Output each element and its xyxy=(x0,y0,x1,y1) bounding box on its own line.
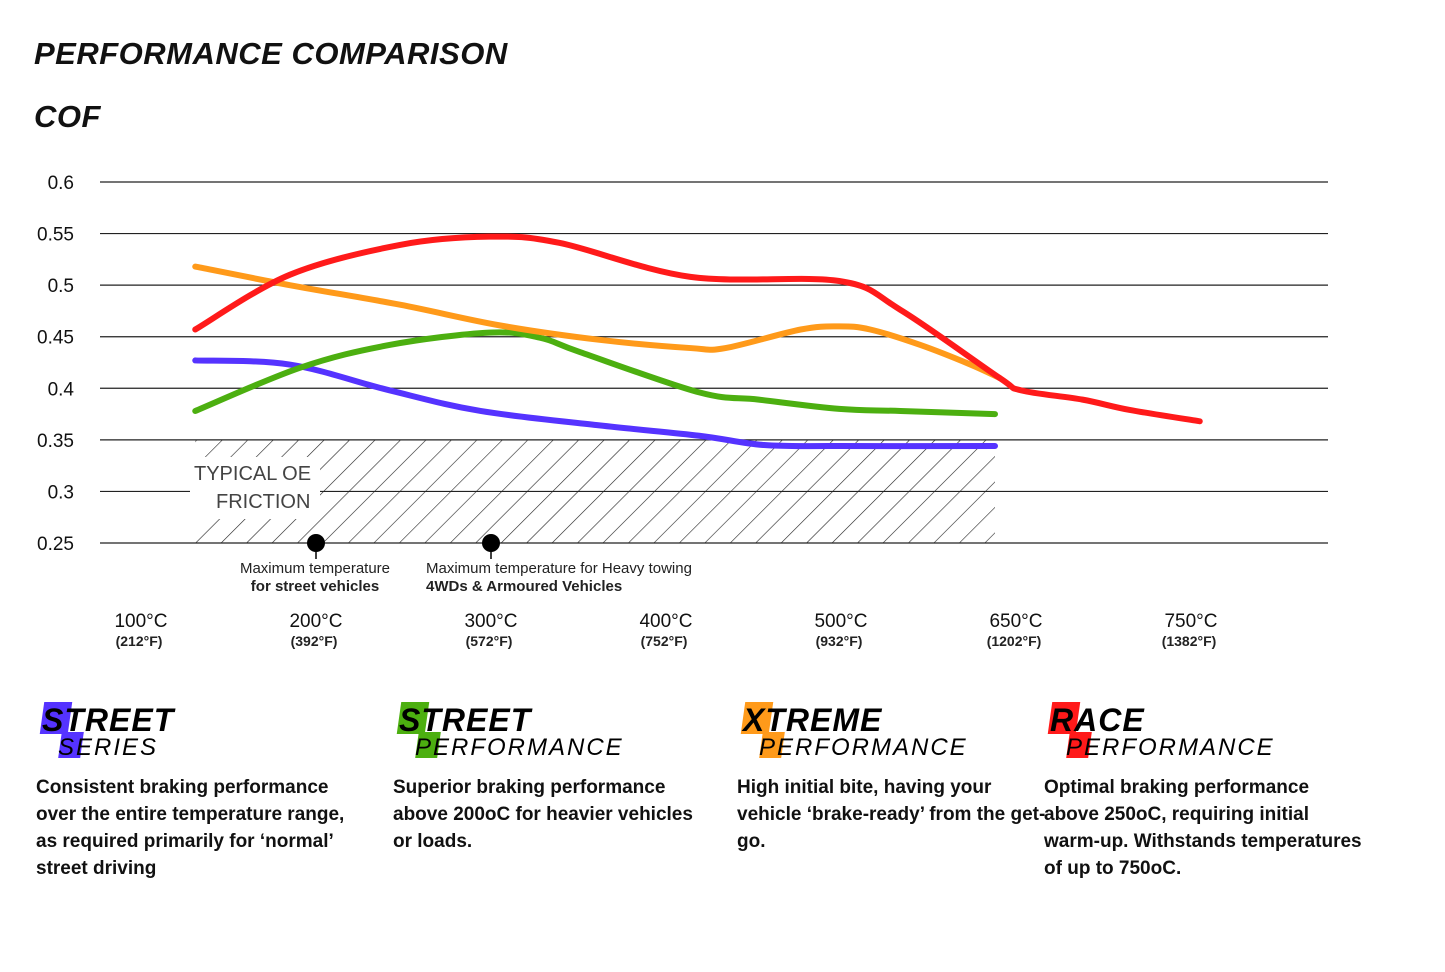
annotation-marker xyxy=(307,534,325,552)
series-line-xtreme-performance xyxy=(192,263,1003,381)
y-tick-label: 0.35 xyxy=(37,431,74,452)
brand-description: Optimal braking performance above 250oC,… xyxy=(1044,777,1362,879)
logo-line1: STREET xyxy=(399,702,532,738)
logo-line1: XTREME xyxy=(743,702,883,738)
x-tick-sublabel: (572°F) xyxy=(466,633,513,649)
x-tick-sublabel: (212°F) xyxy=(116,633,163,649)
x-tick-sublabel: (1202°F) xyxy=(987,633,1042,649)
brand-3: RACE PERFORMANCE Optimal braking perform… xyxy=(1044,700,1364,882)
logo-line2: PERFORMANCE xyxy=(1066,734,1275,761)
x-tick-sublabel: (752°F) xyxy=(641,633,688,649)
series-line-street-series xyxy=(192,357,998,450)
series-line-race-performance xyxy=(192,233,1203,425)
logo-line2: PERFORMANCE xyxy=(759,734,968,761)
y-tick-label: 0.3 xyxy=(48,482,74,503)
logo-line2: SERIES xyxy=(58,734,159,761)
x-tick-label: 750°C xyxy=(1164,611,1217,632)
x-tick-label: 300°C xyxy=(464,611,517,632)
x-tick-label: 200°C xyxy=(289,611,342,632)
y-tick-label: 0.45 xyxy=(37,328,74,349)
brand-2: XTREME PERFORMANCE High initial bite, ha… xyxy=(737,700,1057,855)
x-tick-label: 650°C xyxy=(989,611,1042,632)
brand-logo: STREET SERIES xyxy=(36,700,356,761)
y-tick-label: 0.4 xyxy=(48,379,75,400)
region-label-bg xyxy=(190,457,320,519)
typical-oe-region xyxy=(195,439,995,543)
logo-line2: PERFORMANCE xyxy=(415,734,624,761)
brand-description: Superior braking performance above 200oC… xyxy=(393,777,693,852)
x-tick-label: 100°C xyxy=(114,611,167,632)
annotation-text: Maximum temperature for Heavy towing xyxy=(426,560,692,577)
region-label: FRICTION xyxy=(216,491,310,513)
x-tick-label: 400°C xyxy=(639,611,692,632)
series-line-street-performance xyxy=(192,329,998,418)
y-tick-label: 0.5 xyxy=(48,276,74,297)
brand-description: High initial bite, having your vehicle ‘… xyxy=(737,777,1046,852)
y-tick-label: 0.6 xyxy=(48,173,74,194)
x-tick-label: 500°C xyxy=(814,611,867,632)
brand-1: STREET PERFORMANCE Superior braking perf… xyxy=(393,700,713,855)
y-tick-label: 0.55 xyxy=(37,225,74,246)
logo-line1: RACE xyxy=(1050,702,1145,738)
x-tick-sublabel: (392°F) xyxy=(291,633,338,649)
y-tick-label: 0.25 xyxy=(37,534,74,555)
logo-line1: STREET xyxy=(42,702,175,738)
annotation-text: 4WDs & Armoured Vehicles xyxy=(426,578,622,595)
brand-logo: STREET PERFORMANCE xyxy=(393,700,713,761)
brand-logo: XTREME PERFORMANCE xyxy=(737,700,1057,761)
x-tick-sublabel: (932°F) xyxy=(816,633,863,649)
brand-description: Consistent braking performance over the … xyxy=(36,777,345,879)
annotation-text: Maximum temperature xyxy=(240,560,390,577)
region-label: TYPICAL OE xyxy=(194,463,311,485)
brand-logo: RACE PERFORMANCE xyxy=(1044,700,1364,761)
brand-0: STREET SERIES Consistent braking perform… xyxy=(36,700,356,882)
annotation-marker xyxy=(482,534,500,552)
annotation-text: for street vehicles xyxy=(251,578,379,595)
x-tick-sublabel: (1382°F) xyxy=(1162,633,1217,649)
chart-title: PERFORMANCE COMPARISON xyxy=(34,36,508,71)
y-axis-label: COF xyxy=(34,99,101,134)
